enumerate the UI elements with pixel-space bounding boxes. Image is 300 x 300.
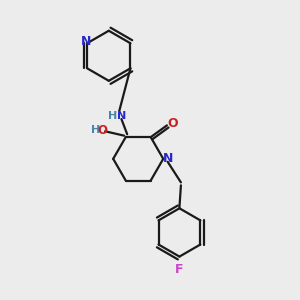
Text: H: H	[108, 111, 117, 121]
Text: O: O	[167, 117, 178, 130]
Text: H: H	[91, 125, 100, 135]
Text: N: N	[163, 152, 173, 165]
Text: O: O	[98, 124, 108, 137]
Text: N: N	[80, 35, 91, 48]
Text: F: F	[175, 263, 184, 276]
Text: N: N	[117, 111, 126, 121]
